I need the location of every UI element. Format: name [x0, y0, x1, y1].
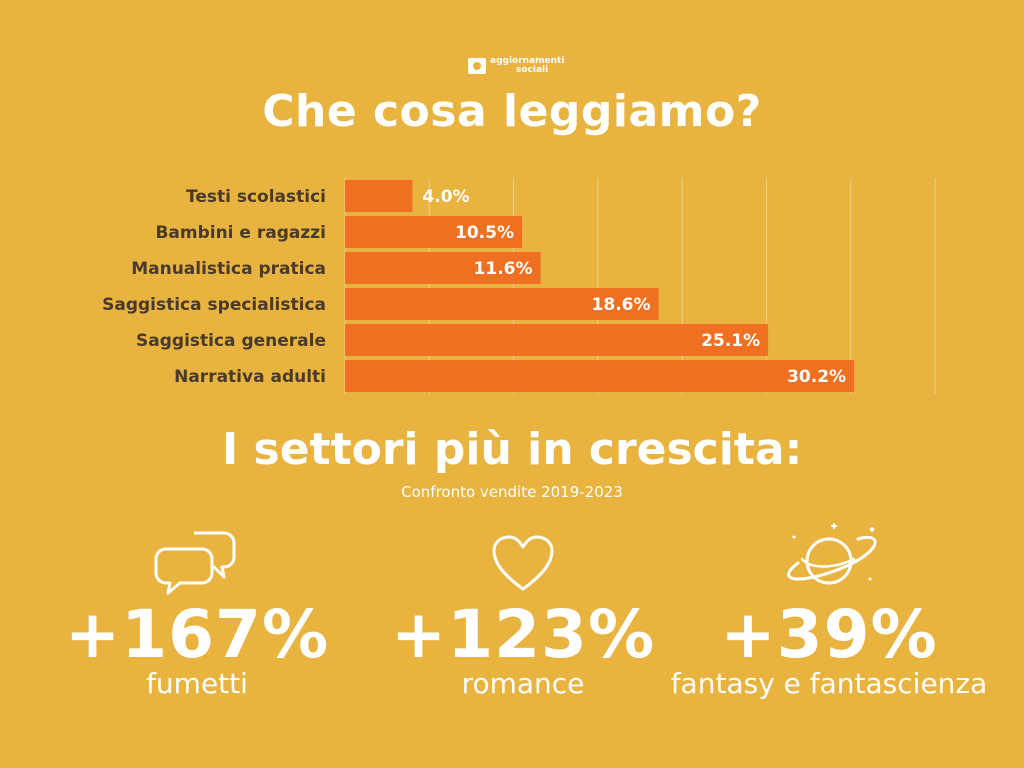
logo-mark-icon: [468, 58, 486, 74]
logo: aggiornamenti sociali: [468, 54, 568, 78]
bar: [345, 324, 769, 356]
growth-subtitle: Confronto vendite 2019-2023: [401, 483, 623, 501]
bar: [345, 180, 413, 212]
category-label: Narrativa adulti: [174, 367, 326, 387]
bar: [345, 288, 659, 320]
value-label: 11.6%: [474, 259, 533, 279]
category-label: Saggistica specialistica: [102, 295, 326, 315]
value-label: 30.2%: [787, 367, 846, 387]
chart-category-labels: Testi scolastici Bambini e ragazzi Manuali…: [102, 187, 326, 387]
bar: [345, 360, 855, 392]
stat-value-romance: +123%: [390, 596, 656, 673]
bar-chart: Testi scolastici Bambini e ragazzi Manuali…: [102, 178, 936, 394]
value-label: 25.1%: [701, 331, 760, 351]
speech-bubbles-icon: [32, 515, 362, 595]
value-label: 18.6%: [592, 295, 651, 315]
chart-grid: [344, 178, 936, 394]
bar: [345, 216, 522, 248]
bar: [345, 252, 541, 284]
growth-title: I settori più in crescita:: [221, 424, 803, 475]
category-label: Saggistica generale: [136, 331, 326, 351]
logo-text-top: aggiornamenti: [490, 56, 565, 66]
chart-value-labels: 4.0% 10.5% 11.6% 18.6% 25.1% 30.2%: [422, 187, 846, 387]
stat-value-fumetti: +167%: [64, 596, 330, 673]
stat-label-fumetti: fumetti: [146, 667, 248, 700]
stat-romance: +123% romance: [358, 515, 688, 699]
page-title: Che cosa leggiamo?: [262, 86, 762, 137]
category-label: Manualistica pratica: [131, 259, 326, 279]
stat-value-fantasy: +39%: [720, 596, 938, 673]
stat-label-romance: romance: [461, 667, 585, 700]
stat-fantasy: +39% fantasy e fantascienza: [664, 515, 994, 699]
stat-fumetti: +167% fumetti: [32, 515, 362, 699]
value-label: 10.5%: [455, 223, 514, 243]
category-label: Bambini e ragazzi: [155, 223, 326, 243]
chart-bars: [345, 180, 855, 392]
logo-text-bottom: sociali: [516, 65, 549, 75]
planet-icon: [664, 515, 994, 595]
stat-label-fantasy: fantasy e fantascienza: [670, 667, 988, 700]
value-label: 4.0%: [422, 187, 469, 207]
category-label: Testi scolastici: [186, 187, 326, 207]
heart-icon: [358, 515, 688, 595]
